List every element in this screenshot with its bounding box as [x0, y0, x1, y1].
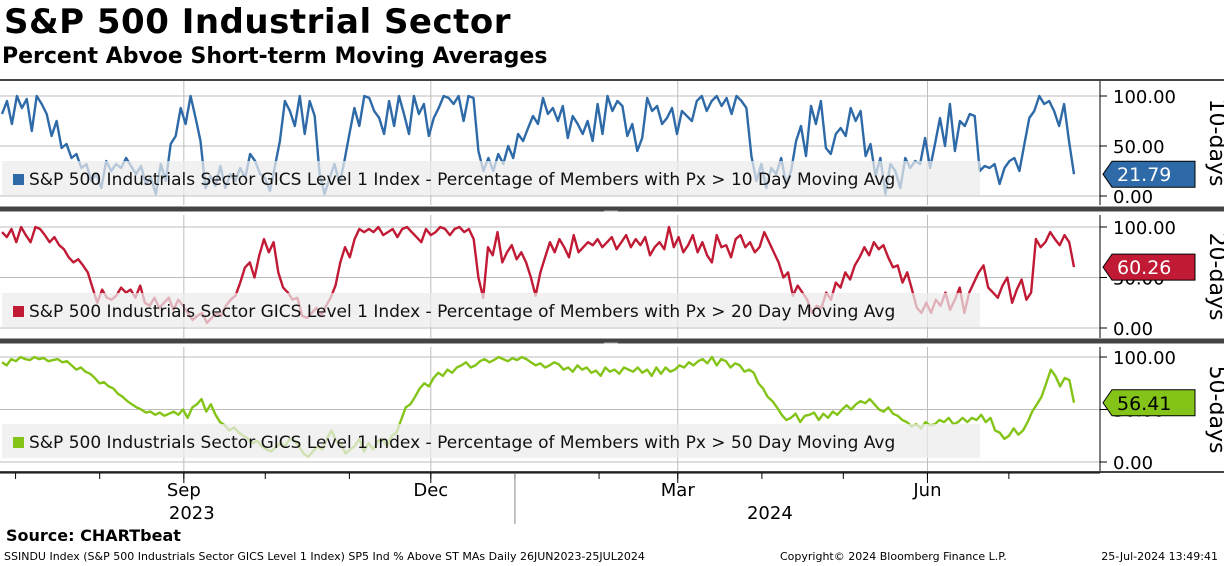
last-value-label: 60.26 — [1117, 257, 1171, 279]
y-tick-label: 0.00 — [1113, 453, 1153, 474]
panel-separator — [0, 79, 1224, 81]
footer-timestamp: 25-Jul-2024 13:49:41 — [1101, 550, 1218, 563]
y-tick-label: 100.00 — [1113, 87, 1176, 108]
x-tick-label: Mar — [661, 480, 696, 501]
x-axis: JunSepDecMarJun20232024 — [0, 472, 1100, 524]
legend-swatch — [13, 437, 24, 448]
x-tick-label: Sep — [167, 480, 201, 501]
year-label: 2023 — [169, 503, 215, 524]
panel-separator — [0, 206, 1224, 212]
y-tick-label: 0.00 — [1113, 187, 1153, 208]
chart-title: S&P 500 Industrial Sector — [4, 2, 512, 42]
x-tick-label: Jun — [912, 480, 941, 501]
panel-10-days: S&P 500 Industrials Sector GICS Level 1 … — [0, 80, 1224, 208]
legend-box — [2, 161, 980, 195]
x-tick-label: Dec — [413, 480, 448, 501]
panel-separator — [0, 471, 1224, 473]
legend-swatch — [13, 306, 24, 317]
legend-box — [2, 293, 980, 327]
y-tick-label: 50.00 — [1113, 137, 1165, 158]
series-line — [1, 355, 1076, 458]
y-tick-label: 100.00 — [1113, 348, 1176, 369]
footer-copyright: Copyright© 2024 Bloomberg Finance L.P. — [780, 550, 1007, 563]
y-tick-label: 100.00 — [1113, 218, 1176, 239]
last-value-badge — [1102, 253, 1196, 281]
legend-text: S&P 500 Industrials Sector GICS Level 1 … — [29, 170, 895, 190]
legend-box — [2, 424, 980, 458]
legend-text: S&P 500 Industrials Sector GICS Level 1 … — [29, 302, 895, 322]
chart-subtitle: Percent Abvoe Short-term Moving Averages — [2, 44, 548, 69]
legend-swatch — [13, 174, 24, 185]
y-tick-label: 0.00 — [1113, 319, 1153, 340]
panel-side-label: 50-days — [1204, 366, 1224, 454]
footer-description: SSINDU Index (S&P 500 Industrials Sector… — [4, 550, 645, 563]
year-label: 2024 — [747, 503, 793, 524]
last-value-badge — [1102, 160, 1196, 188]
panel-side-label: 20-days — [1204, 233, 1224, 321]
last-value-label: 21.79 — [1117, 164, 1171, 186]
source-label: Source: CHARTbeat — [6, 526, 181, 545]
last-value-label: 56.41 — [1117, 393, 1171, 415]
panel-50-days: S&P 500 Industrials Sector GICS Level 1 … — [0, 347, 1224, 474]
panel-20-days: S&P 500 Industrials Sector GICS Level 1 … — [0, 215, 1224, 340]
last-value-badge — [1102, 389, 1196, 417]
legend-text: S&P 500 Industrials Sector GICS Level 1 … — [29, 433, 895, 453]
panel-separator — [0, 338, 1224, 344]
panel-side-label: 10-days — [1204, 99, 1224, 187]
